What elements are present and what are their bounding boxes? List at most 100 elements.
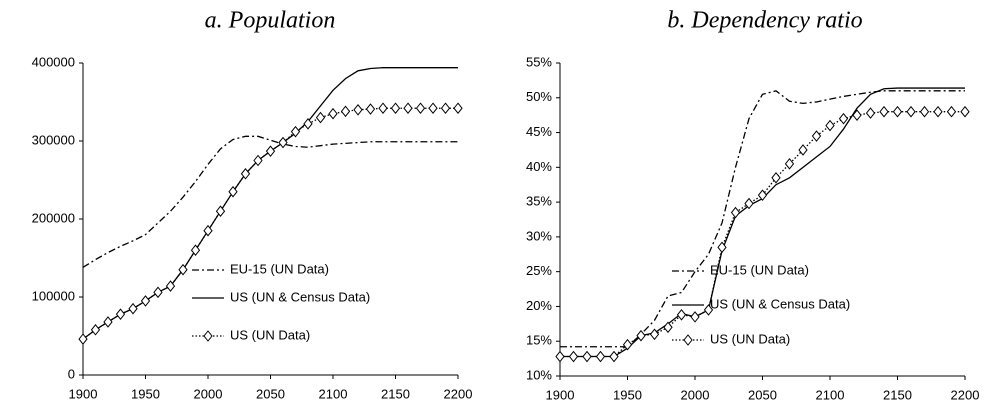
marker: [303, 118, 313, 130]
marker: [415, 102, 426, 115]
marker: [771, 171, 781, 184]
marker: [390, 102, 401, 115]
x-tick-label: 2200: [951, 387, 980, 402]
marker: [190, 244, 201, 257]
marker: [946, 105, 957, 118]
series-line: [82, 135, 458, 268]
marker: [115, 308, 126, 320]
marker: [253, 154, 263, 167]
marker: [103, 316, 113, 328]
marker: [636, 329, 646, 342]
legend-marker: [203, 330, 213, 342]
series-line: [560, 111, 965, 358]
x-tick-label: 2150: [381, 386, 410, 401]
y-tick-label: 0: [68, 366, 75, 381]
marker: [784, 158, 795, 170]
marker: [960, 105, 970, 118]
marker: [203, 224, 213, 237]
marker: [663, 321, 673, 334]
marker: [153, 286, 163, 299]
marker: [676, 308, 687, 321]
marker: [933, 105, 943, 118]
marker: [90, 323, 101, 336]
marker: [919, 105, 930, 118]
y-tick-label: 25%: [526, 263, 552, 278]
marker: [215, 205, 226, 218]
y-tick-label: 300000: [32, 132, 75, 147]
chart-title: a. Population: [205, 8, 336, 34]
legend-marker: [683, 334, 693, 346]
marker: [128, 302, 138, 315]
marker: [703, 304, 714, 316]
marker: [178, 263, 188, 276]
y-tick-label: 20%: [526, 298, 552, 313]
y-tick-label: 15%: [526, 333, 552, 348]
marker: [165, 280, 176, 292]
marker: [744, 197, 754, 210]
series-line: [560, 90, 965, 348]
y-tick-label: 35%: [526, 194, 552, 209]
legend-label: EU-15 (UN Data): [710, 262, 809, 277]
y-tick-label: 55%: [526, 54, 552, 69]
chart-title: b. Dependency ratio: [667, 8, 862, 34]
marker: [730, 206, 741, 219]
x-tick-label: 1950: [613, 387, 642, 402]
legend-label: US (UN Data): [230, 327, 310, 342]
x-tick-label: 2000: [194, 386, 223, 401]
marker: [865, 107, 876, 119]
y-tick-label: 400000: [32, 54, 75, 69]
marker: [555, 350, 565, 363]
x-tick-label: 2100: [319, 386, 348, 401]
legend-label: EU-15 (UN Data): [230, 261, 329, 276]
y-tick-label: 10%: [526, 367, 552, 382]
legend-label: US (UN Data): [710, 331, 790, 346]
legend-label: US (UN & Census Data): [230, 289, 370, 304]
marker: [825, 119, 835, 132]
x-tick-label: 2100: [816, 387, 845, 402]
x-tick-label: 2200: [444, 386, 473, 401]
x-tick-label: 2050: [256, 386, 285, 401]
marker: [906, 105, 916, 118]
marker: [852, 109, 862, 121]
x-tick-label: 1900: [69, 386, 98, 401]
y-tick-label: 45%: [526, 124, 552, 139]
x-tick-label: 2000: [681, 387, 710, 402]
marker: [892, 105, 903, 118]
marker: [315, 111, 326, 124]
marker: [228, 185, 238, 198]
x-tick-label: 1950: [131, 386, 160, 401]
marker: [609, 350, 619, 363]
marker: [838, 112, 849, 125]
marker: [440, 102, 451, 115]
marker: [622, 338, 633, 351]
marker: [403, 102, 413, 115]
y-tick-label: 40%: [526, 159, 552, 174]
marker: [140, 295, 151, 307]
x-tick-label: 2050: [748, 387, 777, 402]
marker: [879, 105, 889, 118]
marker: [278, 136, 288, 149]
marker: [340, 105, 351, 118]
y-tick-label: 50%: [526, 89, 552, 104]
y-tick-label: 30%: [526, 228, 552, 243]
marker: [649, 328, 660, 341]
legend-label: US (UN & Census Data): [710, 296, 850, 311]
x-tick-label: 2150: [883, 387, 912, 402]
marker: [328, 107, 338, 120]
x-tick-label: 1900: [546, 387, 575, 402]
marker: [595, 350, 606, 363]
marker: [78, 333, 88, 345]
marker: [365, 103, 376, 115]
marker: [717, 241, 727, 254]
marker: [240, 167, 251, 180]
marker: [582, 350, 592, 363]
marker: [453, 102, 463, 115]
marker: [757, 189, 768, 201]
series-line: [560, 87, 965, 358]
marker: [378, 102, 388, 115]
marker: [290, 125, 301, 138]
marker: [798, 144, 808, 156]
marker: [690, 311, 700, 323]
y-tick-label: 200000: [32, 210, 75, 225]
